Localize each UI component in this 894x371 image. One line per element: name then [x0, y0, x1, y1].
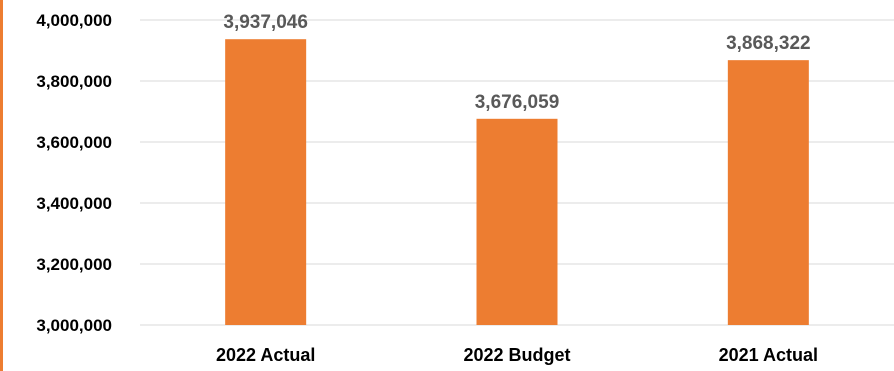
y-tick-label: 4,000,000 — [36, 11, 112, 30]
left-accent-bar — [0, 0, 3, 371]
data-labels: 3,937,046 3,676,059 3,868,322 — [223, 12, 810, 113]
bar — [727, 60, 809, 325]
data-label: 3,937,046 — [223, 12, 308, 33]
bars — [225, 39, 809, 326]
bar — [225, 39, 307, 326]
y-tick-label: 3,000,000 — [36, 316, 112, 335]
x-category-label: 2022 Actual — [216, 345, 315, 365]
x-axis-category-labels: 2022 Actual 2022 Budget 2021 Actual — [216, 345, 818, 365]
y-tick-label: 3,400,000 — [36, 194, 112, 213]
y-axis-tick-labels: 3,000,000 3,200,000 3,400,000 3,600,000 3,80… — [36, 11, 112, 335]
y-tick-label: 3,200,000 — [36, 255, 112, 274]
x-category-label: 2021 Actual — [719, 345, 818, 365]
data-label: 3,676,059 — [475, 92, 560, 113]
bar — [476, 118, 558, 325]
y-tick-label: 3,800,000 — [36, 72, 112, 91]
y-tick-label: 3,600,000 — [36, 133, 112, 152]
x-category-label: 2022 Budget — [463, 345, 570, 365]
data-label: 3,868,322 — [726, 33, 811, 54]
